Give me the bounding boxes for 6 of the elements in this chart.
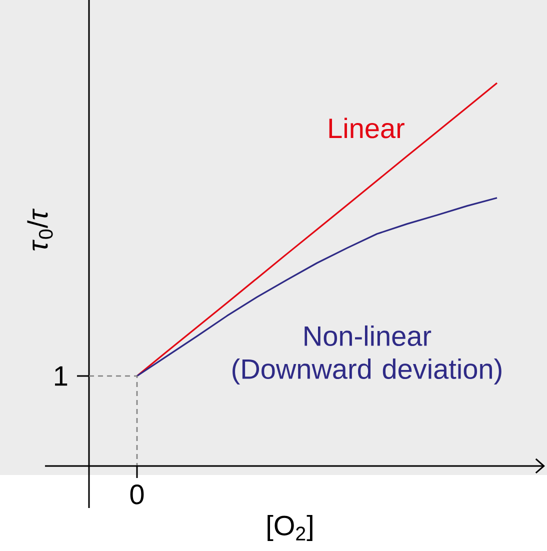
text: 0: [130, 484, 144, 504]
series-label: Non-linear (Downward deviation): [232, 325, 502, 385]
text: 1: [55, 366, 68, 386]
series-label: Linear: [329, 118, 404, 138]
y-axis-title: τ$_{0}$/τ: [27, 208, 53, 250]
x-axis-title: [O$_{2}$]: [268, 514, 312, 542]
